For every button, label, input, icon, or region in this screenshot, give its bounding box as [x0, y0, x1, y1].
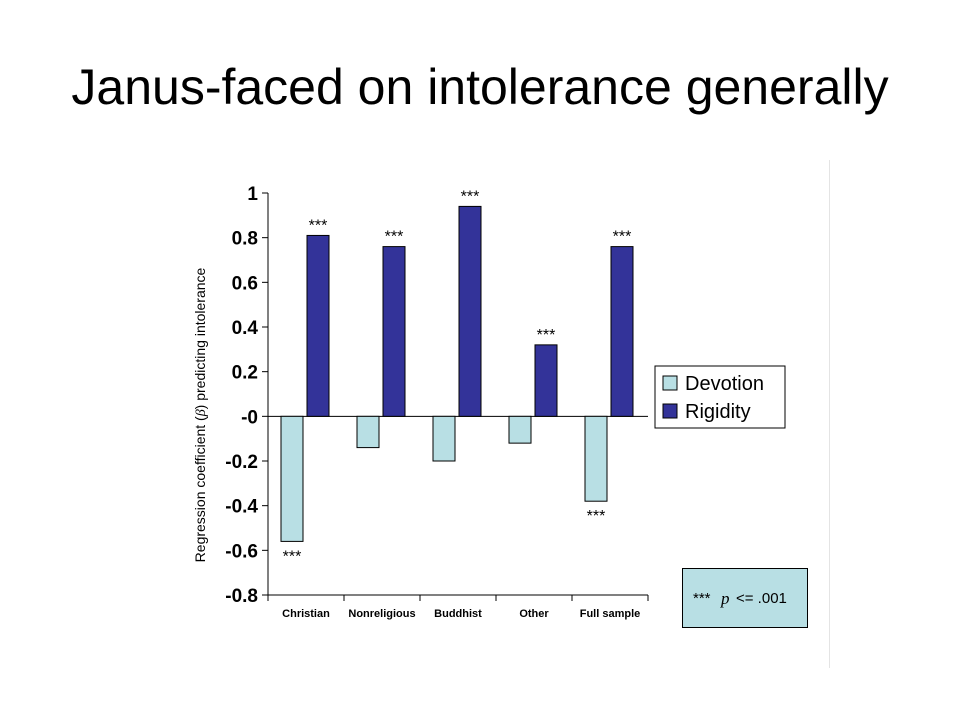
- significance-label: ***: [537, 327, 556, 344]
- plot-area: 1 0.8 0.6 0.4 0.2 -0 -0.2 -0.4 -0.6 -0.8 Christian…: [225, 184, 649, 620]
- x-tick-label: Christian: [282, 608, 330, 620]
- slide-title: Janus-faced on intolerance generally: [71, 59, 889, 115]
- y-axis-title-prefix: Regression coefficient (: [192, 416, 208, 562]
- legend: Devotion Rigidity: [654, 365, 786, 429]
- y-tick-label: -0: [241, 407, 258, 428]
- note-condition: <= .001: [736, 590, 787, 607]
- y-tick-label: 0.8: [232, 229, 258, 250]
- legend-swatch-rigidity: [662, 403, 678, 419]
- significance-label: ***: [461, 188, 480, 205]
- legend-label-devotion: Devotion: [685, 373, 764, 395]
- bar-rigidity: [534, 344, 558, 417]
- y-tick-label: 1: [247, 184, 258, 205]
- significance-label: ***: [385, 229, 404, 246]
- y-tick-label: 0.2: [232, 363, 258, 384]
- bar-rigidity: [382, 246, 406, 417]
- x-tick-label: Full sample: [580, 608, 641, 620]
- x-tick-label: Buddhist: [434, 608, 482, 620]
- y-tick-label: -0.4: [225, 497, 258, 518]
- y-tick-label: -0.2: [225, 452, 258, 473]
- y-axis-title: Regression coefficient (β) predicting in…: [192, 267, 209, 562]
- significance-label: ***: [283, 548, 302, 565]
- bar-rigidity: [306, 234, 330, 417]
- bar-devotion: [584, 415, 608, 502]
- significance-label: ***: [613, 229, 632, 246]
- bar-devotion: [508, 415, 532, 444]
- bar-rigidity: [458, 205, 482, 417]
- x-tick-label: Nonreligious: [348, 608, 415, 620]
- significance-note: *** p <= .001: [682, 568, 808, 628]
- bar-devotion: [432, 415, 456, 462]
- y-tick-label: 0.4: [232, 318, 259, 339]
- note-stars: ***: [693, 590, 711, 607]
- y-axis-title-beta: β: [194, 409, 209, 417]
- significance-label: ***: [309, 217, 328, 234]
- bar-devotion: [356, 415, 380, 449]
- legend-label-rigidity: Rigidity: [685, 401, 751, 423]
- legend-swatch-devotion: [662, 375, 678, 391]
- svg-text:Regression coefficient (β) pre: Regression coefficient (β) predicting in…: [192, 267, 209, 562]
- bar-rigidity: [610, 246, 634, 417]
- y-tick-label: -0.8: [225, 586, 258, 607]
- note-p-symbol: p: [721, 589, 730, 608]
- y-tick-label: -0.6: [225, 541, 258, 562]
- y-tick-label: 0.6: [232, 273, 258, 294]
- y-axis-title-suffix: ) predicting intolerance: [192, 267, 208, 409]
- divider-line: [829, 160, 830, 668]
- bar-devotion: [280, 415, 304, 542]
- significance-label: ***: [587, 508, 606, 525]
- x-tick-label: Other: [519, 608, 549, 620]
